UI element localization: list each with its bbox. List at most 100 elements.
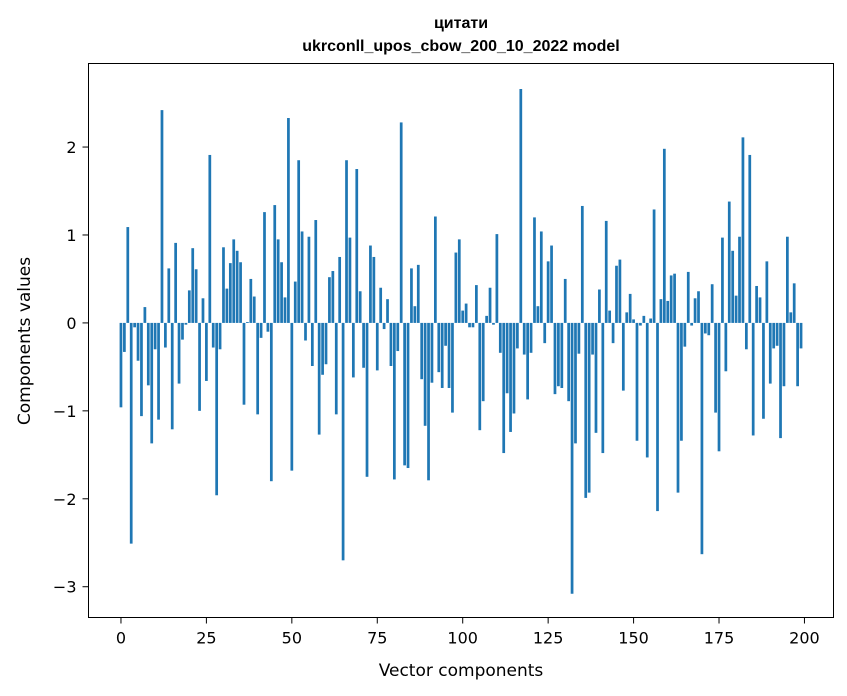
bar bbox=[177, 322, 181, 384]
x-tick-label: 75 bbox=[367, 629, 387, 648]
bar bbox=[669, 275, 673, 323]
plot-frame bbox=[88, 63, 834, 618]
bar bbox=[249, 278, 253, 323]
bar bbox=[341, 322, 345, 561]
bar bbox=[710, 284, 714, 323]
bar bbox=[673, 273, 676, 323]
bar bbox=[205, 322, 208, 381]
bar bbox=[355, 169, 359, 323]
bar bbox=[680, 322, 683, 441]
bar bbox=[621, 322, 625, 391]
bar bbox=[403, 322, 406, 466]
bar bbox=[167, 268, 171, 323]
bar bbox=[310, 322, 314, 366]
bar bbox=[714, 322, 717, 413]
bar bbox=[256, 322, 260, 415]
y-tick-label: −3 bbox=[53, 578, 77, 597]
bar bbox=[235, 250, 239, 323]
bar bbox=[406, 322, 410, 469]
bar bbox=[123, 322, 126, 352]
bar bbox=[447, 322, 451, 388]
bar bbox=[351, 322, 355, 378]
bar bbox=[266, 322, 270, 332]
bar bbox=[362, 322, 365, 368]
bar bbox=[539, 231, 543, 323]
bar bbox=[546, 261, 550, 323]
bar bbox=[717, 322, 721, 452]
bar bbox=[741, 137, 745, 323]
bar bbox=[536, 306, 540, 323]
bar bbox=[146, 322, 150, 386]
bar bbox=[140, 322, 143, 417]
bar bbox=[464, 303, 468, 323]
bar bbox=[758, 297, 762, 323]
bar bbox=[628, 293, 632, 323]
bar bbox=[563, 278, 567, 323]
bar bbox=[748, 154, 752, 323]
bar bbox=[662, 148, 666, 323]
bar bbox=[129, 322, 133, 544]
y-axis-ticks: −3 −2 −1 0 1 2 bbox=[53, 138, 89, 597]
x-tick-label: 150 bbox=[618, 629, 649, 648]
bar bbox=[252, 296, 256, 323]
bar bbox=[512, 322, 516, 414]
x-tick-label: 175 bbox=[704, 629, 735, 648]
bar bbox=[119, 322, 123, 408]
bar bbox=[519, 89, 523, 323]
bar bbox=[768, 322, 772, 384]
bar bbox=[164, 322, 167, 348]
bar bbox=[734, 295, 738, 323]
bar bbox=[721, 237, 724, 323]
bar bbox=[727, 201, 731, 323]
bar bbox=[181, 322, 184, 340]
bar bbox=[133, 322, 136, 328]
bar bbox=[379, 287, 383, 323]
bar bbox=[666, 300, 670, 323]
bar bbox=[187, 290, 191, 323]
bar bbox=[239, 262, 242, 323]
bar bbox=[293, 281, 297, 323]
bar bbox=[649, 318, 653, 323]
bar bbox=[392, 322, 396, 480]
bar bbox=[505, 322, 509, 394]
bar bbox=[375, 322, 379, 371]
bar bbox=[775, 322, 779, 346]
bar bbox=[772, 322, 776, 349]
y-axis-label: Components values bbox=[15, 257, 35, 425]
bar bbox=[215, 322, 219, 496]
bar bbox=[543, 322, 547, 344]
bar bbox=[475, 285, 478, 323]
bar bbox=[765, 261, 769, 323]
bar bbox=[280, 262, 283, 323]
x-tick-label: 125 bbox=[533, 629, 564, 648]
bar bbox=[314, 220, 318, 323]
bar bbox=[283, 297, 287, 323]
bar bbox=[208, 154, 212, 323]
bar bbox=[488, 287, 492, 323]
bar bbox=[738, 236, 741, 323]
x-tick-label: 100 bbox=[447, 629, 478, 648]
bar bbox=[222, 247, 225, 323]
bar bbox=[297, 160, 301, 323]
bar bbox=[697, 291, 700, 323]
bar bbox=[423, 322, 427, 426]
bar bbox=[751, 322, 755, 436]
bar bbox=[652, 209, 656, 323]
bar bbox=[331, 271, 335, 323]
bar bbox=[300, 231, 304, 323]
bar bbox=[690, 322, 694, 326]
bar bbox=[567, 322, 571, 402]
bar bbox=[290, 322, 294, 471]
bar bbox=[372, 256, 376, 323]
bar bbox=[263, 212, 266, 323]
bar bbox=[550, 245, 553, 323]
bar bbox=[744, 322, 748, 350]
bar bbox=[246, 322, 249, 323]
bar bbox=[498, 322, 502, 353]
bar bbox=[625, 312, 629, 323]
y-tick-label: −2 bbox=[53, 490, 77, 509]
bar bbox=[762, 322, 765, 419]
bar bbox=[211, 322, 215, 348]
